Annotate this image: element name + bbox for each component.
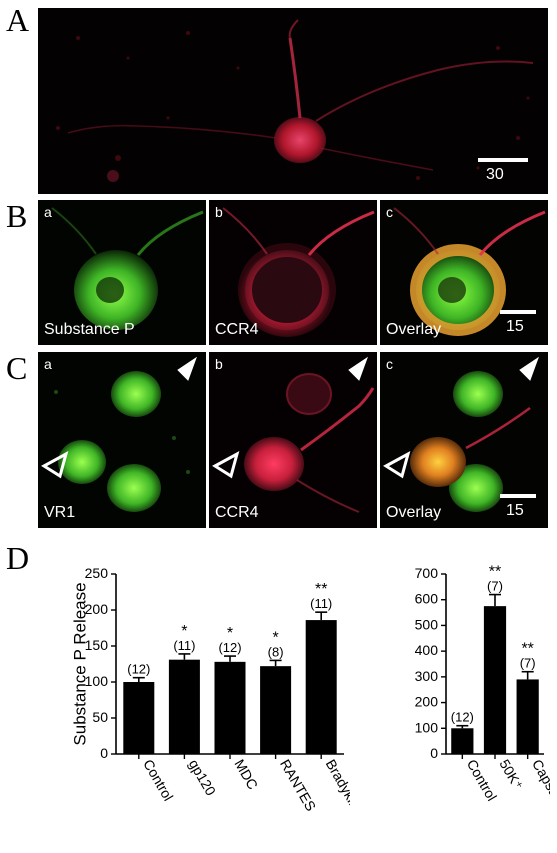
panel-c-c-letter: c xyxy=(386,356,393,372)
panel-label-a: A xyxy=(6,2,29,39)
panel-c-a: a VR1 xyxy=(38,352,206,528)
svg-text:(11): (11) xyxy=(173,638,195,653)
panel-a-scale-bar xyxy=(478,158,528,162)
svg-text:100: 100 xyxy=(415,719,439,735)
panel-c-c: c Overlay 15 xyxy=(380,352,548,528)
svg-text:400: 400 xyxy=(415,642,439,658)
panel-b-c: c Overlay 15 xyxy=(380,200,548,345)
svg-text:(8): (8) xyxy=(268,644,284,659)
svg-text:gp120: gp120 xyxy=(186,757,219,799)
panel-c-b-caption: CCR4 xyxy=(215,504,259,522)
svg-text:Substance P Release: Substance P Release xyxy=(71,582,90,745)
panel-b-scale-label: 15 xyxy=(506,318,524,336)
panel-c-b: b CCR4 xyxy=(209,352,377,528)
svg-text:(7): (7) xyxy=(487,579,503,594)
panel-b-c-caption: Overlay xyxy=(386,321,441,339)
panel-c-a-letter: a xyxy=(44,356,52,372)
panel-b-a-caption: Substance P xyxy=(44,321,135,339)
svg-text:Control: Control xyxy=(140,757,176,804)
svg-text:0: 0 xyxy=(430,745,438,761)
panel-b-b-letter: b xyxy=(215,204,223,220)
svg-text:Bradykinin: Bradykinin xyxy=(323,757,350,822)
figure-root: A xyxy=(0,0,557,853)
panel-b-a: a Substance P xyxy=(38,200,206,345)
svg-text:Control: Control xyxy=(464,757,500,804)
svg-text:50K⁺: 50K⁺ xyxy=(496,757,526,793)
svg-text:(12): (12) xyxy=(127,662,150,677)
panel-a-scale-label: 30 xyxy=(486,166,504,184)
svg-text:300: 300 xyxy=(415,668,439,684)
panel-a-svg xyxy=(38,8,548,194)
svg-text:(12): (12) xyxy=(218,640,241,655)
panel-c-a-svg xyxy=(38,352,206,528)
panel-c-a-caption: VR1 xyxy=(44,504,75,522)
svg-text:500: 500 xyxy=(415,616,439,632)
panel-label-b: B xyxy=(6,198,27,235)
svg-text:Capsaicin: Capsaicin xyxy=(529,757,550,818)
svg-text:200: 200 xyxy=(415,694,439,710)
panel-c-scale-label: 15 xyxy=(506,502,524,520)
chart-left: 050100150200250% Increase inSubstance P … xyxy=(70,560,350,830)
svg-text:0: 0 xyxy=(100,745,108,761)
panel-label-c: C xyxy=(6,350,27,387)
panel-c-b-svg xyxy=(209,352,377,528)
svg-text:50: 50 xyxy=(92,709,108,725)
svg-text:250: 250 xyxy=(85,565,109,581)
panel-c-b-letter: b xyxy=(215,356,223,372)
svg-text:RANTES: RANTES xyxy=(277,757,319,814)
svg-text:600: 600 xyxy=(415,591,439,607)
panel-b-b-caption: CCR4 xyxy=(215,321,259,339)
svg-text:700: 700 xyxy=(415,565,439,581)
svg-text:(11): (11) xyxy=(310,596,332,611)
svg-text:(7): (7) xyxy=(520,656,536,671)
panel-c-c-caption: Overlay xyxy=(386,504,441,522)
chart-right: 0100200300400500600700(12)Control**(7)50… xyxy=(400,560,550,830)
panel-b-scale-bar xyxy=(500,310,536,314)
panel-b-c-letter: c xyxy=(386,204,393,220)
panel-label-d: D xyxy=(6,540,29,577)
svg-text:MDC: MDC xyxy=(231,757,261,793)
panel-a-image: 30 xyxy=(38,8,548,194)
panel-b-b: b CCR4 xyxy=(209,200,377,345)
panel-c-scale-bar xyxy=(500,494,536,498)
svg-text:(12): (12) xyxy=(451,710,474,725)
panel-b-a-letter: a xyxy=(44,204,52,220)
